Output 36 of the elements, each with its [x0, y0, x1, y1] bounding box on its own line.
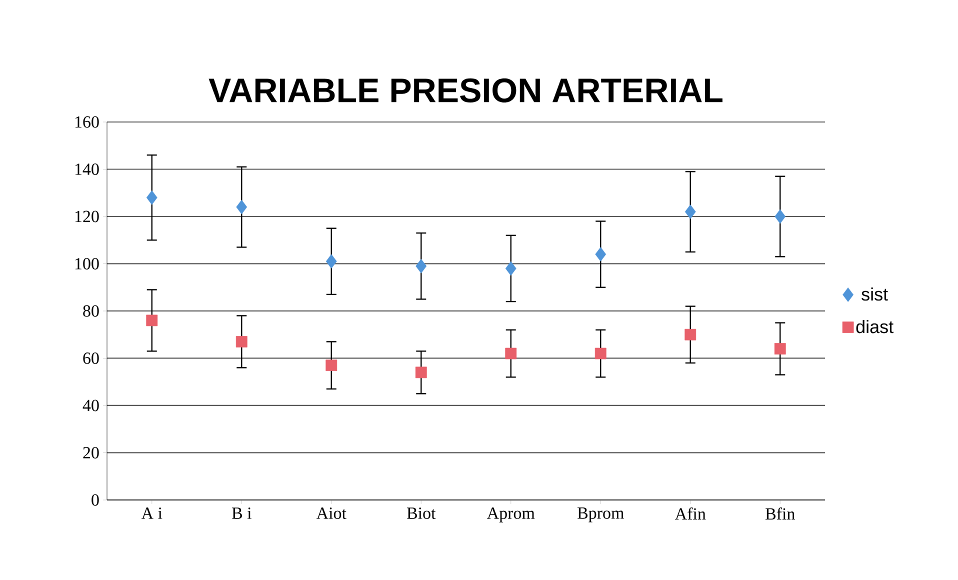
y-tick-label: 40 [82, 400, 99, 412]
x-tick-label: Bprom [578, 508, 624, 522]
point [236, 336, 248, 348]
y-tick-label: 20 [83, 447, 99, 458]
legend-label: diast [856, 320, 894, 334]
y-tick-label: 140 [75, 164, 99, 175]
point [505, 261, 516, 276]
point [774, 209, 786, 224]
point [684, 328, 696, 340]
y-tick-label: 60 [83, 352, 99, 364]
chart-title: VARIABLE PRESION ARTERIAL [208, 78, 722, 102]
point [774, 343, 786, 354]
point [236, 200, 248, 214]
y-tick-label: 80 [83, 305, 99, 317]
point [416, 258, 427, 274]
point [415, 366, 427, 378]
point [146, 314, 158, 326]
x-tick-label: B i [232, 508, 252, 519]
y-tick-label: 0 [92, 494, 99, 506]
point [595, 247, 606, 262]
legend-label: sist [862, 287, 888, 301]
y-tick-label: 160 [75, 116, 99, 128]
x-tick-label: Biot [406, 508, 436, 519]
point [326, 360, 338, 372]
x-tick-label: Afin [674, 508, 706, 520]
point [594, 348, 606, 360]
x-tick-label: Aiot [316, 508, 346, 519]
x-tick-label: Aprom [486, 508, 535, 522]
x-tick-label: Bfin [765, 508, 795, 520]
y-tick-label: 120 [75, 210, 99, 222]
x-tick-label: A i [141, 508, 162, 519]
point [505, 348, 517, 360]
point [146, 190, 158, 205]
point [326, 254, 337, 269]
y-tick-label: 100 [75, 258, 99, 270]
point [684, 204, 696, 219]
